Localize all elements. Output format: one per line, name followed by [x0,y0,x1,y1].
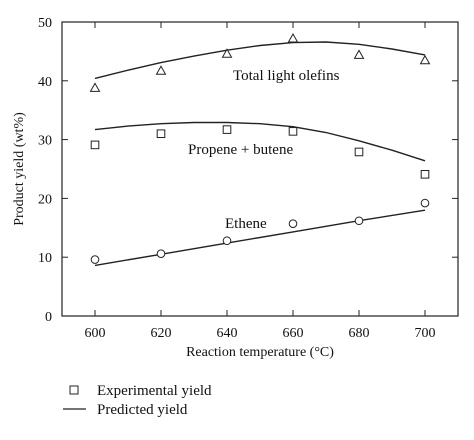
point-propene-butene [222,125,232,134]
series-group: Total light olefins Propene + butene Ethen… [89,32,431,267]
point-ethene [420,198,430,208]
point-ethene [222,236,232,246]
series-label-ethene: Ethene [225,216,267,232]
predicted-line-total-light-olefins [94,41,426,80]
x-tick-label: 700 [415,326,436,341]
point-total-light-olefins [155,65,167,75]
x-axis-label: Reaction temperature (°C) [186,345,334,360]
x-tick-label: 620 [151,326,172,341]
plot-frame [61,21,459,317]
y-tick-label: 10 [38,251,52,266]
predicted-line-propene-butene [94,121,426,162]
point-total-light-olefins [419,54,431,65]
point-total-light-olefins [353,49,365,59]
x-tick-label: 600 [85,326,106,341]
point-ethene [288,219,298,228]
point-ethene [354,216,364,226]
series-label-total-light-olefins: Total light olefins [233,68,340,84]
x-tick-label: 640 [217,326,238,341]
y-tick-label: 30 [38,134,52,149]
legend-predicted-label: Predicted yield [97,402,188,418]
point-ethene [156,249,166,258]
y-axis-ticks: 0 10 20 30 40 50 [38,16,458,325]
y-tick-label: 0 [45,310,52,325]
point-ethene [90,255,100,264]
x-tick-label: 660 [283,326,304,341]
y-tick-label: 50 [38,16,52,31]
point-propene-butene [90,140,100,150]
point-total-light-olefins [221,48,233,58]
legend: Experimental yield Predicted yield [63,383,212,418]
point-propene-butene [156,129,166,139]
point-propene-butene [420,169,430,179]
y-axis-label: Product yield (wt%) [12,112,27,226]
point-total-light-olefins [89,82,101,92]
point-total-light-olefins [287,32,299,43]
x-axis-ticks: 600 620 640 660 680 700 [85,22,436,341]
series-label-propene-butene: Propene + butene [188,142,293,158]
y-tick-label: 40 [38,75,52,90]
legend-experimental-label: Experimental yield [97,383,212,399]
predicted-line-ethene [94,209,426,267]
x-tick-label: 680 [349,326,370,341]
legend-square-marker [69,385,79,395]
point-propene-butene [354,147,364,157]
point-propene-butene [288,127,298,136]
y-tick-label: 20 [38,192,52,207]
